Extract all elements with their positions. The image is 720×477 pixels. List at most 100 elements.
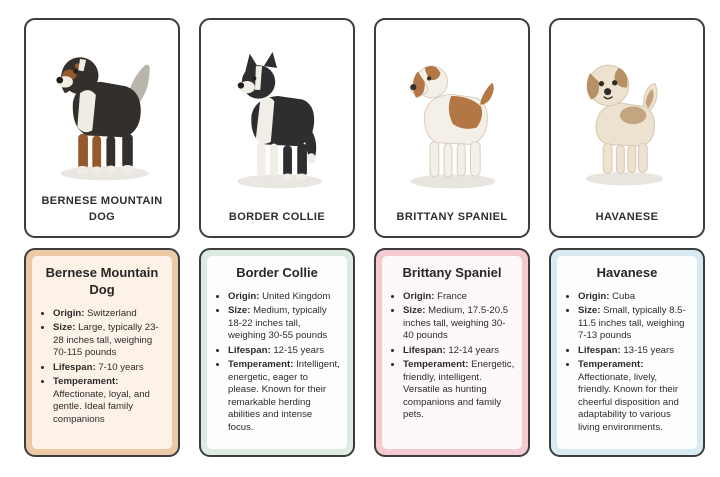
fact-text: Medium, 17.5-20.5 inches tall, weighing … [403,305,509,342]
front-leg [92,135,102,170]
front-leg [429,141,440,178]
fact-list: Origin: France Size: Medium, 17.5-20.5 i… [389,291,515,422]
fact-label: Size: [228,305,251,317]
fact-text: 7-10 years [98,361,144,373]
havanese-illustration [561,26,693,210]
fact-text: Large, typically 23-28 inches tall, weig… [53,322,159,359]
fact-label: Temperament: [578,359,644,371]
fact-origin: Origin: Cuba [578,291,690,303]
fact-label: Size: [403,305,426,317]
fact-text: Medium, typically 18-22 inches tall, wei… [228,305,328,342]
fact-text: Cuba [612,290,636,302]
breed-name-label: BORDER COLLIE [228,211,326,224]
back-patch [619,106,647,125]
fact-text: France [437,290,467,302]
fact-label: Temperament: [228,359,294,371]
paw [121,165,134,173]
fact-temperament: Temperament: Affectionate, loyal, and ge… [53,376,165,426]
fact-text: 12-15 years [273,344,324,356]
fact-lifespan: Lifespan: 13-15 years [578,345,690,357]
bernese-dog-image [56,57,150,181]
fact-lifespan: Lifespan: 12-14 years [403,345,515,357]
image-card-border-collie: BORDER COLLIE [199,18,355,238]
ear-shape [412,71,425,98]
fact-temperament: Temperament: Affectionate, lively, frien… [578,359,690,434]
fact-text: 13-15 years [623,344,674,356]
info-card-title: Havanese [596,265,658,280]
front-leg [269,143,278,177]
fact-label: Temperament: [53,376,119,388]
orange-markings [412,66,494,129]
fact-label: Temperament: [403,359,469,371]
nose [604,88,612,96]
fact-label: Size: [578,305,601,317]
fact-size: Size: Small, typically 8.5-11.5 inches t… [578,305,690,342]
brow-spot [74,63,80,69]
info-card-title: Bernese Mountain Dog [45,265,159,297]
brittany-spaniel-image [410,65,496,189]
fact-label: Origin: [578,290,610,302]
fact-lifespan: Lifespan: 7-10 years [53,362,165,374]
front-leg [78,133,88,170]
fact-text: Energetic, friendly, intelligent. Versat… [403,359,515,421]
front-leg [602,143,613,174]
fact-label: Origin: [53,307,85,319]
info-card-bernese-mountain-dog: Bernese Mountain Dog Origin: Switzerland… [24,248,180,457]
fact-lifespan: Lifespan: 12-15 years [228,345,340,357]
info-card-title: Border Collie [236,265,318,280]
border-collie-illustration [211,26,343,210]
tan-markings [586,67,654,125]
fact-size: Size: Medium, typically 18-22 inches tal… [228,305,340,342]
ground-shadow [585,172,664,186]
image-card-bernese-mountain-dog: BERNESE MOUNTAIN DOG [24,18,180,238]
rear-leg [456,143,466,177]
ground-shadow [237,174,322,189]
ear-shape [263,52,277,68]
nose [237,82,245,89]
fact-label: Origin: [228,290,260,302]
front-leg [256,141,266,177]
paw [105,165,117,173]
info-card-brittany-spaniel: Brittany Spaniel Origin: France Size: Me… [374,248,530,457]
nose [56,76,64,84]
ground-shadow [60,166,149,181]
info-card-havanese: Havanese Origin: Cuba Size: Small, typic… [549,248,705,457]
fact-temperament: Temperament: Energetic, friendly, intell… [403,359,515,421]
front-leg [443,143,453,178]
rear-leg [627,144,637,174]
info-card-border-collie: Border Collie Origin: United Kingdom Siz… [199,248,355,457]
fact-origin: Origin: France [403,291,515,303]
fact-text: Intelligent, energetic, eager to please.… [228,359,340,433]
rear-leg [283,145,292,177]
coat [241,52,317,177]
info-card-body: Havanese Origin: Cuba Size: Small, typic… [557,256,697,449]
image-card-row: BERNESE MOUNTAIN DOG [24,18,705,238]
chest-blaze [77,90,96,133]
fact-list: Origin: Switzerland Size: Large, typical… [39,308,165,426]
face-blaze [255,66,263,90]
bernese-mountain-dog-illustration [36,26,168,194]
fact-label: Lifespan: [403,344,446,356]
paw [76,165,89,174]
border-collie-image [237,52,322,189]
fact-list: Origin: Cuba Size: Small, typically 8.5-… [564,291,690,434]
nose [410,84,417,91]
fact-text: 12-14 years [448,344,499,356]
eye [251,76,257,81]
havanese-image [585,64,664,186]
ear-shape [586,73,600,100]
paw [91,166,102,174]
eye [612,80,618,86]
tail-shape [304,127,317,162]
info-card-row: Bernese Mountain Dog Origin: Switzerland… [24,248,705,457]
face-details [410,76,432,91]
fact-size: Size: Medium, 17.5-20.5 inches tall, wei… [403,305,515,342]
paw [282,173,293,181]
rear-leg [122,133,133,170]
fact-label: Lifespan: [228,344,271,356]
image-card-brittany-spaniel: BRITTANY SPANIEL [374,18,530,238]
fact-temperament: Temperament: Intelligent, energetic, eag… [228,359,340,434]
fact-label: Size: [53,322,76,334]
fact-label: Origin: [403,290,435,302]
fact-text: Affectionate, lively, friendly. Known fo… [578,371,679,433]
